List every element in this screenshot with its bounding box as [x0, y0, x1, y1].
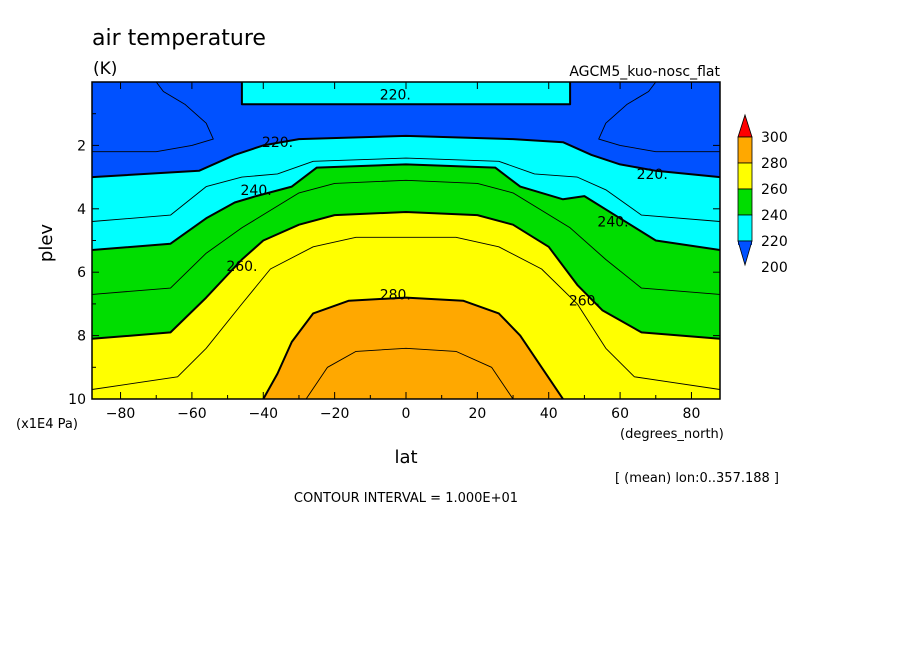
- y-axis: 2 4 6 8 10: [68, 113, 720, 408]
- colorbar-segment: [737, 162, 753, 190]
- colorbar-extend-bottom: [737, 240, 753, 267]
- contour-lines-minor: [92, 82, 720, 399]
- contour-line-major: [92, 134, 720, 179]
- contour-line-major: [92, 163, 720, 251]
- x-tick-label: 80: [683, 406, 701, 422]
- chart-title: air temperature: [92, 26, 266, 51]
- colorbar: 300 280 260 240 220 200: [737, 113, 788, 276]
- x-tick-label: −60: [177, 406, 207, 422]
- contour-line-minor: [92, 236, 720, 390]
- contour-label: 260.: [226, 259, 257, 275]
- colorbar-label: 200: [761, 260, 788, 276]
- x-tick-label: 20: [468, 406, 486, 422]
- contour-label: 280.: [380, 287, 411, 303]
- contour-line-minor: [92, 82, 214, 153]
- x-axis-label: lat: [394, 447, 417, 468]
- y-tick-label: 4: [77, 202, 86, 218]
- x-tick-label: 0: [402, 406, 411, 422]
- y-tick-label: 6: [77, 265, 86, 281]
- contour-fills: [92, 82, 720, 399]
- colorbar-label: 300: [761, 130, 788, 146]
- y-tick-label: 8: [77, 329, 86, 345]
- colorbar-extend-top: [737, 113, 753, 138]
- contour-line-major: [262, 296, 564, 399]
- contour-labels: 220. 220. 220. 240. 240. 260. 260. 280.: [226, 88, 667, 310]
- contour-interval-note: CONTOUR INTERVAL = 1.000E+01: [294, 491, 518, 506]
- y-tick-label: 2: [77, 138, 86, 154]
- x-tick-label: 40: [540, 406, 558, 422]
- y-tick-label: 10: [68, 392, 86, 408]
- x-axis: −80 −60 −40 −20 0 20 40 60 80: [106, 82, 701, 422]
- contour-label: 240.: [597, 215, 628, 231]
- contour-line-minor: [92, 157, 720, 222]
- colorbar-label: 280: [761, 156, 788, 172]
- mean-annotation: [ (mean) lon:0..357.188 ]: [615, 471, 779, 486]
- contour-label: 240.: [241, 183, 272, 199]
- x-tick-label: 60: [611, 406, 629, 422]
- contour-fill-region: [241, 82, 571, 105]
- contour-line-major: [240, 82, 572, 106]
- y-axis-units: (x1E4 Pa): [16, 417, 78, 432]
- colorbar-label: 220: [761, 234, 788, 250]
- colorbar-label: 240: [761, 208, 788, 224]
- contour-label: 260.: [569, 294, 600, 310]
- contour-label: 220.: [380, 88, 411, 104]
- contour-line-minor: [92, 179, 720, 295]
- contour-line-major: [92, 211, 720, 340]
- x-axis-units: (degrees_north): [620, 427, 724, 442]
- contour-lines-major: [92, 82, 720, 399]
- x-tick-label: −80: [106, 406, 136, 422]
- contour-label: 220.: [262, 135, 293, 151]
- chart-units: (K): [93, 59, 117, 79]
- contour-line-minor: [305, 347, 514, 399]
- colorbar-segment: [737, 136, 753, 164]
- y-axis-label: plev: [36, 224, 57, 263]
- plot-area: 220. 220. 220. 240. 240. 260. 260. 280.: [92, 82, 720, 399]
- colorbar-segment: [737, 188, 753, 216]
- experiment-label: AGCM5_kuo-nosc_flat: [569, 64, 720, 80]
- colorbar-segment: [737, 214, 753, 242]
- colorbar-label: 260: [761, 182, 788, 198]
- x-tick-label: −20: [320, 406, 350, 422]
- contour-line-minor: [598, 82, 720, 153]
- contour-label: 220.: [637, 167, 668, 183]
- x-tick-label: −40: [248, 406, 278, 422]
